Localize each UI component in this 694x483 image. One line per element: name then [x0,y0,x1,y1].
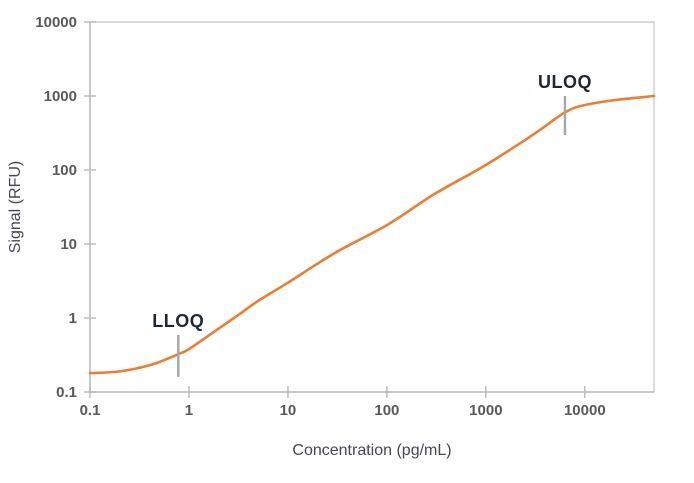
y-tick-label: 100 [52,162,77,179]
x-axis-title: Concentration (pg/mL) [292,442,452,459]
x-tick-label: 1 [185,402,193,419]
x-tick-label: 10000 [564,402,606,419]
y-tick-label: 1 [69,310,77,327]
x-tick-label: 100 [374,402,399,419]
x-tick-label: 10 [280,402,297,419]
y-tick-label: 10000 [35,14,77,31]
y-tick-label: 1000 [44,88,77,105]
y-axis-title: Signal (RFU) [7,160,24,254]
y-tick-label: 10 [60,236,77,253]
y-tick-label: 0.1 [56,384,77,401]
uloq-label: ULOQ [538,72,592,92]
x-tick-label: 0.1 [80,402,101,419]
x-tick-label: 1000 [469,402,502,419]
calibration-curve-line [88,94,656,375]
lloq-label: LLOQ [152,311,204,331]
